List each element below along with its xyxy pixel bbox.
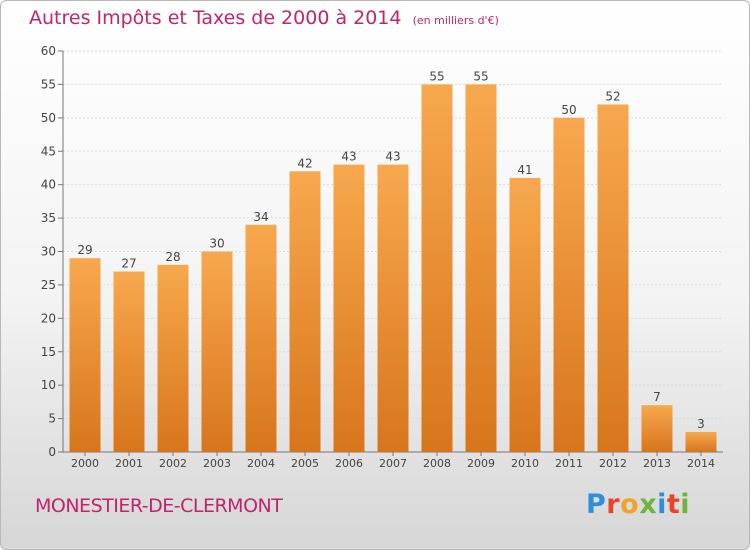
bar-2007 [377,164,409,452]
bar-value-label: 29 [77,243,92,257]
y-tick-label: 25 [41,278,56,292]
chart-title: Autres Impôts et Taxes de 2000 à 2014 [29,7,402,29]
logo-letter: i [680,489,691,520]
bar-value-label: 43 [385,150,400,164]
bar-2010 [509,177,541,452]
x-tick-label: 2011 [555,457,583,470]
x-tick-label: 2012 [599,457,627,470]
x-tick-label: 2003 [203,457,231,470]
y-tick-label: 0 [48,445,56,459]
bar-2006 [333,164,365,452]
bar-value-label: 42 [297,156,312,170]
x-tick-label: 2010 [511,457,539,470]
proxiti-logo[interactable]: Proxiti [586,489,690,520]
chart-title-block: Autres Impôts et Taxes de 2000 à 2014 (e… [29,7,499,29]
bar-2002 [157,264,189,452]
y-tick-label: 55 [41,77,56,91]
x-tick-label: 2008 [423,457,451,470]
x-tick-label: 2014 [687,457,715,470]
x-tick-label: 2009 [467,457,495,470]
y-tick-label: 40 [41,178,56,192]
x-tick-label: 2001 [115,457,143,470]
y-tick-label: 15 [41,345,56,359]
y-tick-label: 45 [41,144,56,158]
bar-2009 [465,84,497,453]
bar-value-label: 52 [605,89,620,103]
x-tick-label: 2013 [643,457,671,470]
chart-subtitle: (en milliers d'€) [412,14,499,27]
bar-value-label: 43 [341,150,356,164]
y-tick-label: 35 [41,211,56,225]
bar-2004 [245,224,277,452]
x-tick-label: 2005 [291,457,319,470]
logo-letter: o [620,489,640,520]
bar-2000 [69,258,101,452]
y-tick-label: 30 [41,245,56,259]
bar-value-label: 3 [697,417,705,431]
logo-letter: r [606,489,621,520]
bar-value-label: 7 [653,390,661,404]
bar-value-label: 30 [209,237,224,251]
bar-layer: 29 27 28 30 34 42 43 43 55 55 41 50 52 7 3 [69,69,717,453]
y-tick-label: 60 [41,44,56,58]
bar-2003 [201,251,233,452]
y-tick-label: 20 [41,311,56,325]
x-tick-label: 2000 [71,457,99,470]
bar-2013 [641,405,673,452]
x-tick-label: 2007 [379,457,407,470]
y-tick-label: 10 [41,378,56,392]
bar-2001 [113,271,145,452]
logo-letter: x [639,489,658,520]
bar-value-label: 28 [165,250,180,264]
bar-2005 [289,171,321,453]
logo-letter: P [586,489,607,520]
x-tick-label: 2002 [159,457,187,470]
bar-2014 [685,431,717,452]
bar-2012 [597,104,629,452]
bar-2011 [553,117,585,452]
bar-value-label: 41 [517,163,532,177]
x-tick-label: 2006 [335,457,363,470]
bar-value-label: 50 [561,103,576,117]
bar-value-label: 27 [121,257,136,271]
commune-name: MONESTIER-DE-CLERMONT [35,495,283,517]
bar-2008 [421,84,453,453]
bar-value-label: 55 [429,69,444,83]
y-tick-label: 50 [41,111,56,125]
logo-letter: i [657,489,667,520]
bar-value-label: 34 [253,210,268,224]
bar-value-label: 55 [473,69,488,83]
y-tick-label: 5 [48,412,56,426]
logo-letter: t [666,489,681,520]
x-tick-label: 2004 [247,457,275,470]
